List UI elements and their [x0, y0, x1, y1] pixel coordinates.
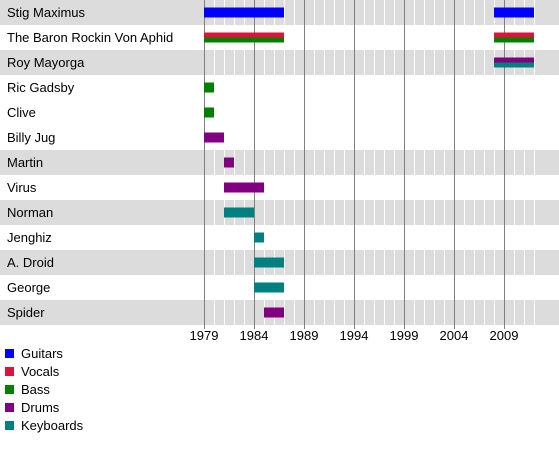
legend-swatch-drums: [5, 403, 14, 412]
tenure-bar-drums: [494, 57, 534, 63]
legend: Guitars Vocals Bass Drums Keyboards: [5, 346, 84, 433]
tenure-bar-keyboards: [254, 282, 284, 293]
member-row: Virus: [7, 180, 264, 195]
member-row: Jenghiz: [7, 230, 264, 245]
member-row: Ric Gadsby: [7, 80, 214, 95]
member-name-label: Martin: [7, 155, 43, 170]
row-background: [0, 150, 559, 175]
tenure-bar-guitars: [204, 7, 284, 18]
member-row: Martin: [7, 155, 234, 170]
tenure-bar-drums: [224, 182, 264, 193]
tenure-bar-bass: [494, 37, 534, 43]
x-tick-label: 1979: [190, 328, 219, 343]
x-tick-label: 1984: [240, 328, 269, 343]
member-name-label: Jenghiz: [7, 230, 52, 245]
row-background: [0, 200, 559, 225]
member-row: Billy Jug: [7, 130, 224, 145]
legend-label-bass: Bass: [21, 382, 50, 397]
member-name-label: Roy Mayorga: [7, 55, 85, 70]
member-row: Clive: [7, 105, 214, 120]
legend-label-guitars: Guitars: [21, 346, 63, 361]
tenure-bar-keyboards: [254, 257, 284, 268]
tenure-bar-bass: [204, 82, 214, 93]
member-name-label: The Baron Rockin Von Aphid: [7, 30, 173, 45]
legend-swatch-vocals: [5, 367, 14, 376]
member-name-label: Ric Gadsby: [7, 80, 75, 95]
member-row: A. Droid: [7, 255, 284, 270]
tenure-bar-drums: [204, 132, 224, 143]
tenure-bar-bass: [204, 107, 214, 118]
member-name-label: Stig Maximus: [7, 5, 86, 20]
legend-swatch-guitars: [5, 349, 14, 358]
x-tick-label: 2009: [490, 328, 519, 343]
x-tick-label: 1989: [290, 328, 319, 343]
x-tick-label: 1999: [390, 328, 419, 343]
member-row: Norman: [7, 205, 254, 220]
member-name-label: Virus: [7, 180, 37, 195]
member-name-label: Clive: [7, 105, 36, 120]
legend-label-drums: Drums: [21, 400, 60, 415]
tenure-bar-bass: [204, 37, 284, 43]
legend-label-keyboards: Keyboards: [21, 418, 84, 433]
tenure-bar-keyboards: [254, 232, 264, 243]
legend-swatch-bass: [5, 385, 14, 394]
member-row: Roy Mayorga: [7, 55, 534, 70]
tenure-bar-keyboards: [224, 207, 254, 218]
member-row: George: [7, 280, 284, 295]
row-background: [0, 50, 559, 75]
member-name-label: A. Droid: [7, 255, 54, 270]
legend-label-vocals: Vocals: [21, 364, 60, 379]
member-row: Stig Maximus: [7, 5, 534, 20]
member-name-label: Billy Jug: [7, 130, 55, 145]
x-axis: 1979 1984 1989 1994 1999 2004 2009: [190, 328, 519, 343]
grid-lines: [204, 0, 535, 329]
x-tick-label: 1994: [340, 328, 369, 343]
tenure-bar-vocals: [204, 32, 284, 38]
x-tick-label: 2004: [440, 328, 469, 343]
member-row: Spider: [7, 305, 284, 320]
member-name-label: George: [7, 280, 50, 295]
tenure-bar-drums: [224, 157, 234, 168]
tenure-bar-drums: [264, 307, 284, 318]
member-name-label: Spider: [7, 305, 45, 320]
tenure-bar-keyboards: [494, 62, 534, 68]
member-name-label: Norman: [7, 205, 53, 220]
member-row: The Baron Rockin Von Aphid: [7, 30, 534, 45]
tenure-bar-guitars: [494, 7, 534, 18]
legend-swatch-keyboards: [5, 421, 14, 430]
tenure-bar-vocals: [494, 32, 534, 38]
